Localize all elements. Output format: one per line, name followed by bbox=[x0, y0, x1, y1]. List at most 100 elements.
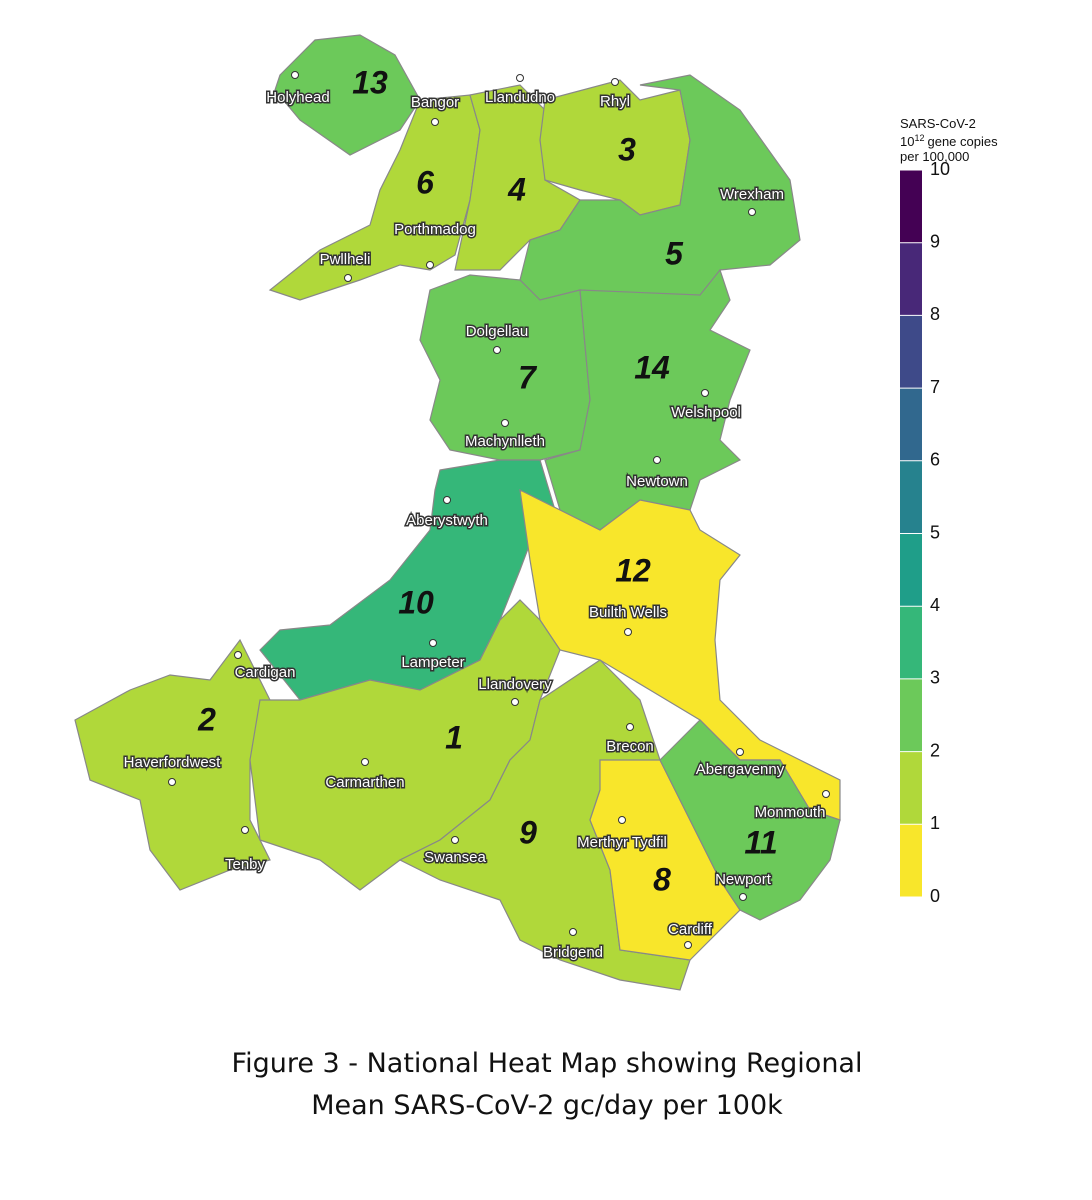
town-dot bbox=[701, 389, 709, 397]
legend-tick-label: 7 bbox=[930, 377, 940, 397]
town-label: Monmouth bbox=[755, 804, 826, 821]
region-label: 6 bbox=[416, 164, 434, 200]
legend-unit: 1012 gene copies bbox=[900, 133, 998, 149]
town-dot bbox=[748, 208, 756, 216]
legend-swatch bbox=[900, 533, 922, 607]
region bbox=[74, 638, 271, 891]
town-label: Merthyr Tydfil bbox=[577, 834, 667, 851]
town-dot bbox=[626, 723, 634, 731]
legend-bar: 0 1 2 3 4 5 6 7 8 9 10 bbox=[900, 159, 950, 906]
region-label: 2 bbox=[197, 701, 216, 737]
town-dot bbox=[516, 74, 524, 82]
town-label: Cardigan bbox=[235, 664, 296, 681]
town-label: Bridgend bbox=[543, 944, 603, 961]
town-layer: Holyhead Bangor Llandudno Rhyl Wrexham Porthm… bbox=[122, 71, 830, 962]
town-label: Haverfordwest bbox=[124, 754, 222, 771]
legend-swatch bbox=[900, 170, 922, 243]
town-label: Carmarthen bbox=[325, 774, 404, 791]
town-dot bbox=[291, 71, 299, 79]
legend-swatch bbox=[900, 678, 922, 752]
town-label: Porthmadog bbox=[394, 221, 476, 238]
town-label: Rhyl bbox=[600, 93, 630, 110]
town-label: Newtown bbox=[626, 473, 688, 490]
town-label: Holyhead bbox=[266, 89, 329, 106]
town-dot bbox=[511, 698, 519, 706]
legend-tick-label: 1 bbox=[930, 813, 940, 833]
legend-tick-label: 3 bbox=[930, 668, 940, 688]
town-dot bbox=[168, 778, 176, 786]
town-dot bbox=[241, 826, 249, 834]
legend-unit-exponent: 12 bbox=[914, 133, 924, 143]
region-label: 1 bbox=[445, 719, 463, 755]
town-dot bbox=[624, 628, 632, 636]
town-dot bbox=[611, 78, 619, 86]
region-label: 11 bbox=[744, 824, 777, 860]
legend-tick-label: 2 bbox=[930, 740, 940, 760]
town-label: Pwllheli bbox=[320, 251, 371, 268]
town-label: Aberystwyth bbox=[406, 512, 488, 529]
town-label: Newport bbox=[715, 871, 772, 888]
region bbox=[419, 274, 591, 461]
town-dot bbox=[618, 816, 626, 824]
legend-swatch bbox=[900, 751, 922, 825]
region-label: 13 bbox=[352, 64, 388, 100]
town-dot bbox=[653, 456, 661, 464]
town-label: Abergavenny bbox=[696, 761, 785, 778]
town-label: Cardiff bbox=[668, 921, 713, 938]
town-dot bbox=[822, 790, 830, 798]
town-label: Builth Wells bbox=[589, 604, 667, 621]
legend-per: per 100,000 bbox=[900, 149, 969, 164]
region-label: 8 bbox=[653, 861, 671, 897]
region-label: 5 bbox=[665, 235, 684, 271]
town-dot bbox=[569, 928, 577, 936]
town-label: Wrexham bbox=[720, 186, 784, 203]
legend-tick-label: 6 bbox=[930, 450, 940, 470]
town-dot bbox=[429, 639, 437, 647]
caption-line: Mean SARS-CoV-2 gc/day per 100k bbox=[311, 1090, 783, 1121]
town-label: Llandudno bbox=[485, 89, 555, 106]
town-dot bbox=[736, 748, 744, 756]
town-label: Brecon bbox=[606, 738, 654, 755]
region bbox=[519, 488, 841, 821]
region-label-layer: 13 6 4 3 5 7 14 10 12 2 1 9 8 11 bbox=[197, 64, 778, 897]
town-label: Welshpool bbox=[671, 404, 741, 421]
region-label: 7 bbox=[518, 359, 538, 395]
town-dot bbox=[431, 118, 439, 126]
region-label: 10 bbox=[398, 584, 434, 620]
town-label: Machynlleth bbox=[465, 433, 545, 450]
legend-swatch bbox=[900, 242, 922, 316]
legend-tick-label: 5 bbox=[930, 522, 940, 542]
town-label: Dolgellau bbox=[466, 323, 529, 340]
legend-swatch bbox=[900, 824, 922, 897]
legend-tick-label: 10 bbox=[930, 159, 950, 179]
legend-swatch bbox=[900, 460, 922, 534]
legend-tick-label: 8 bbox=[930, 304, 940, 324]
region-label: 3 bbox=[618, 131, 636, 167]
town-dot bbox=[234, 651, 242, 659]
region-label: 9 bbox=[519, 814, 537, 850]
region-label: 4 bbox=[507, 171, 526, 207]
town-label: Swansea bbox=[424, 849, 486, 866]
region-layer bbox=[74, 34, 841, 991]
legend-swatch bbox=[900, 388, 922, 461]
town-dot bbox=[684, 941, 692, 949]
town-dot bbox=[493, 346, 501, 354]
town-dot bbox=[426, 261, 434, 269]
caption-line: Figure 3 - National Heat Map showing Reg… bbox=[232, 1048, 863, 1079]
legend-swatch bbox=[900, 315, 922, 389]
region bbox=[659, 719, 841, 921]
legend-unit-rest: gene copies bbox=[927, 134, 998, 149]
legend-swatch bbox=[900, 606, 922, 679]
region bbox=[544, 268, 751, 531]
region-label: 12 bbox=[615, 552, 651, 588]
town-label: Llandovery bbox=[478, 676, 552, 693]
legend-tick-label: 9 bbox=[930, 231, 940, 251]
region bbox=[274, 34, 421, 156]
legend-title: SARS-CoV-2 bbox=[900, 116, 976, 131]
town-label: Lampeter bbox=[401, 654, 464, 671]
region-label: 14 bbox=[634, 349, 670, 385]
town-dot bbox=[344, 274, 352, 282]
town-dot bbox=[443, 496, 451, 504]
town-label: Bangor bbox=[411, 94, 459, 111]
